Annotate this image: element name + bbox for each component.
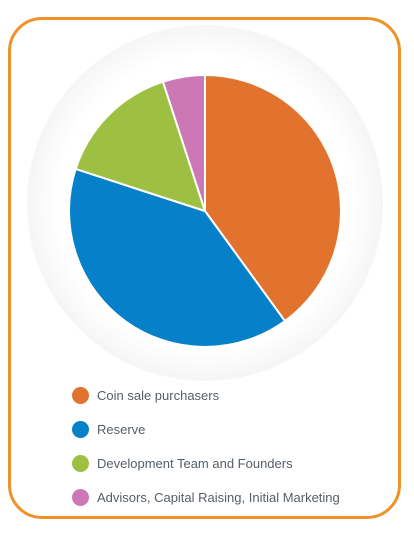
legend-swatch [72,488,89,506]
legend-item: Coin sale purchasers [72,378,402,412]
legend-swatch [72,420,89,438]
legend-label: Coin sale purchasers [97,387,220,403]
legend-item: Reserve [72,412,402,446]
legend-label: Advisors, Capital Raising, Initial Marke… [97,489,340,505]
pie-slice [161,74,206,212]
legend-item: Development Team and Founders [72,446,402,480]
pie-slice [68,167,286,349]
legend-label: Development Team and Founders [97,455,293,471]
legend-label: Reserve [97,421,146,437]
legend-swatch [72,454,89,472]
legend-item: Advisors, Capital Raising, Initial Marke… [72,480,402,514]
pie-slice [204,74,342,323]
chart-legend: Coin sale purchasers Reserve Development… [72,378,402,514]
legend-swatch [72,386,89,404]
